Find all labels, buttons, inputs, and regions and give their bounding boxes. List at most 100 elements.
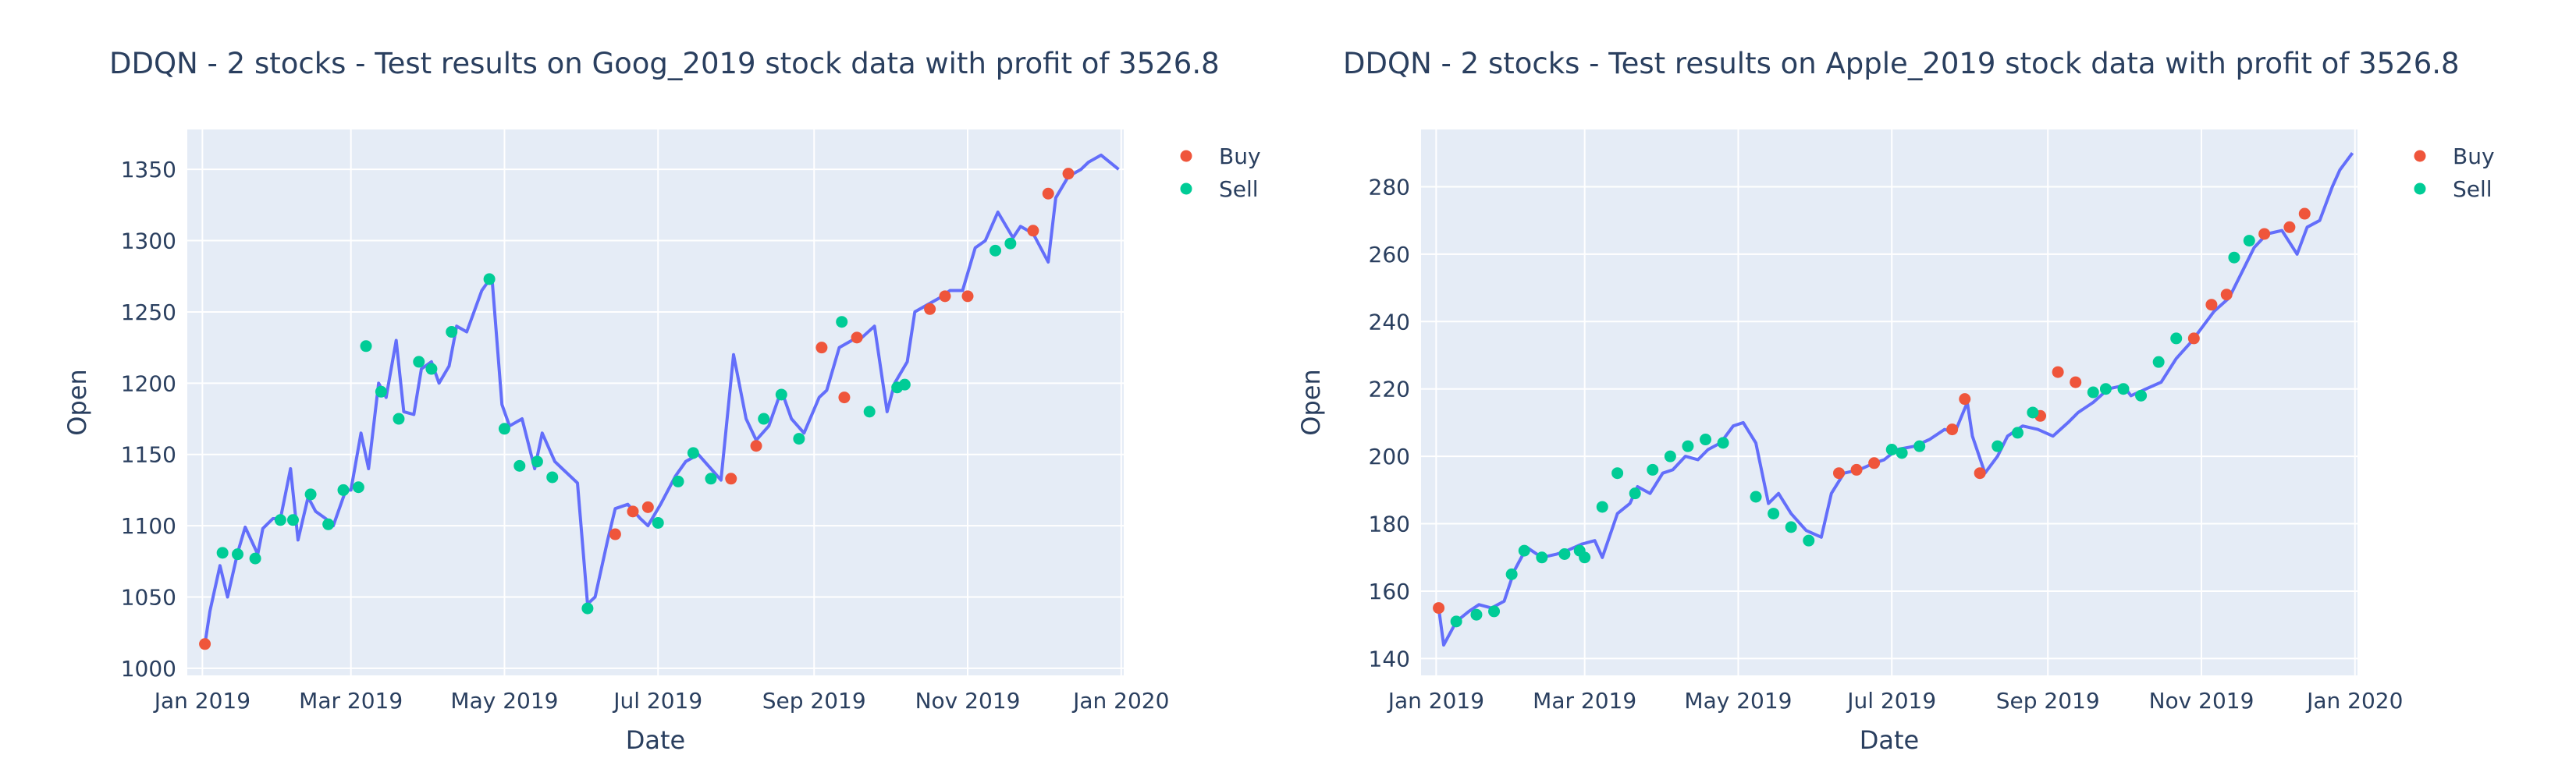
buy-marker: [2298, 207, 2311, 220]
sell-marker: [2027, 406, 2039, 419]
y-tick-label: 200: [1369, 444, 1410, 469]
sell-marker: [216, 547, 229, 559]
sell-marker: [2152, 356, 2165, 368]
legend-buy-marker: [1180, 150, 1192, 162]
x-tick-label: Sep 2019: [1996, 688, 2100, 714]
plot-area: [1421, 129, 2357, 675]
sell-marker: [1488, 605, 1501, 618]
y-axis-title: Open: [1296, 369, 1326, 435]
apple-chart-panel: DDQN - 2 stocks - Test results on Apple_…: [1288, 0, 2575, 783]
x-tick-label: Mar 2019: [1533, 688, 1636, 714]
sell-marker: [446, 326, 458, 338]
legend-label: Buy: [1219, 143, 1261, 169]
chart-title: DDQN - 2 stocks - Test results on Apple_…: [1343, 47, 2460, 80]
sell-marker: [1518, 544, 1530, 557]
sell-marker: [1579, 551, 1591, 564]
sell-marker: [413, 356, 425, 368]
goog-chart-svg[interactable]: Jan 2019 Mar 2019 May 2019 Jul 2019 Sep 2019…: [0, 0, 1288, 783]
y-tick-label: 1250: [121, 299, 176, 325]
buy-marker: [2258, 228, 2271, 240]
buy-marker: [1027, 225, 1039, 237]
x-tick-label: Nov 2019: [2149, 688, 2254, 714]
buy-marker: [924, 303, 936, 315]
x-tick-label: Sep 2019: [762, 688, 866, 714]
sell-marker: [546, 471, 559, 484]
buy-marker: [1946, 423, 1959, 436]
buy-marker: [961, 290, 974, 303]
buy-marker: [1959, 393, 1971, 406]
sell-marker: [836, 316, 848, 328]
goog-chart-panel: DDQN - 2 stocks - Test results on Goog_2…: [0, 0, 1288, 783]
sell-marker: [274, 514, 286, 526]
sell-marker: [286, 514, 299, 526]
legend-label: Sell: [2453, 176, 2493, 202]
y-tick-label: 1350: [121, 157, 176, 182]
sell-marker: [360, 340, 372, 353]
sell-marker: [1611, 467, 1624, 480]
sell-marker: [2087, 386, 2099, 399]
buy-marker: [2070, 376, 2082, 388]
buy-marker: [1832, 467, 1845, 480]
buy-marker: [851, 331, 863, 344]
sell-marker: [1803, 534, 1815, 547]
sell-marker: [1750, 491, 1762, 503]
x-tick-label: May 2019: [450, 688, 558, 714]
sell-marker: [352, 481, 364, 494]
sell-marker: [1913, 440, 1926, 452]
sell-marker: [393, 413, 405, 425]
buy-marker: [2283, 221, 2296, 233]
sell-marker: [1450, 615, 1462, 628]
sell-marker: [1647, 463, 1659, 476]
sell-marker: [425, 363, 438, 375]
buy-marker: [1042, 187, 1054, 200]
buy-marker: [750, 440, 762, 452]
buy-marker: [641, 501, 654, 513]
sell-marker: [232, 548, 244, 561]
sell-marker: [322, 518, 335, 530]
legend-sell-marker: [1180, 182, 1192, 195]
buy-marker: [2220, 289, 2233, 301]
x-tick-label: May 2019: [1684, 688, 1792, 714]
y-axis-title: Open: [62, 369, 92, 435]
buy-marker: [815, 342, 828, 354]
y-tick-label: 1300: [121, 229, 176, 254]
buy-marker: [2205, 299, 2218, 311]
sell-marker: [2135, 389, 2148, 402]
buy-marker: [199, 638, 211, 650]
buy-marker: [939, 290, 951, 303]
legend-buy-marker: [2414, 150, 2426, 162]
x-axis-title: Date: [1860, 725, 1919, 755]
x-tick-label: Jan 2020: [2305, 688, 2403, 714]
buy-marker: [2052, 366, 2064, 378]
x-tick-label: Jan 2020: [1071, 688, 1169, 714]
buy-marker: [1850, 463, 1863, 476]
sell-marker: [989, 244, 1001, 257]
sell-marker: [793, 433, 805, 445]
y-tick-label: 280: [1369, 174, 1410, 200]
legend-label: Buy: [2453, 143, 2495, 169]
sell-marker: [652, 516, 664, 529]
sell-marker: [498, 423, 510, 435]
legend-label: Sell: [1219, 176, 1259, 202]
sell-marker: [1682, 440, 1694, 452]
chart-title: DDQN - 2 stocks - Test results on Goog_2…: [109, 47, 1220, 80]
sell-marker: [1768, 508, 1780, 520]
sell-marker: [1785, 521, 1797, 533]
y-tick-label: 1150: [121, 442, 176, 468]
sell-marker: [898, 378, 911, 391]
sell-marker: [2170, 332, 2183, 345]
y-tick-label: 1100: [121, 513, 176, 539]
sell-marker: [672, 475, 684, 487]
x-tick-label: Jul 2019: [1846, 688, 1936, 714]
sell-marker: [304, 488, 317, 501]
buy-marker: [609, 528, 621, 540]
sell-marker: [758, 413, 770, 425]
y-tick-label: 260: [1369, 242, 1410, 267]
x-tick-label: Jan 2019: [153, 688, 250, 714]
x-tick-label: Mar 2019: [299, 688, 403, 714]
x-tick-label: Jan 2019: [1387, 688, 1484, 714]
sell-marker: [1505, 568, 1518, 580]
buy-marker: [2187, 332, 2200, 345]
sell-marker: [1536, 551, 1548, 564]
apple-chart-svg[interactable]: Jan 2019 Mar 2019 May 2019 Jul 2019 Sep 2019…: [1288, 0, 2575, 783]
